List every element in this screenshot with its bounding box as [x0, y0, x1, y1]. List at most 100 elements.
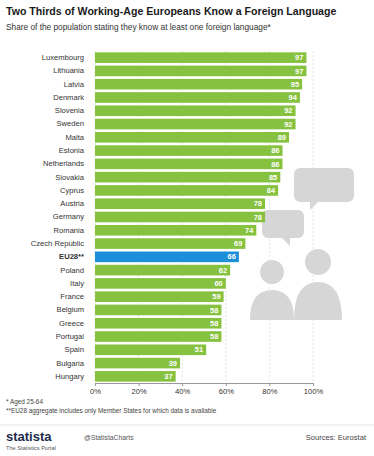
data-label: 86: [271, 146, 279, 155]
data-label: 58: [210, 332, 218, 341]
x-tick-label: 80%: [262, 387, 277, 396]
data-label: 74: [245, 226, 254, 235]
logo: statista: [6, 429, 52, 444]
y-tick: EU28**: [59, 252, 87, 261]
data-label: 37: [164, 372, 172, 381]
y-tick-label: Poland: [60, 266, 84, 275]
y-tick-label: Belgium: [57, 305, 84, 314]
y-tick-label: Denmark: [53, 93, 84, 102]
bar: [95, 225, 256, 236]
data-label: 84: [267, 186, 276, 195]
y-tick-label: Bulgaria: [56, 359, 85, 368]
y-tick: Greece: [59, 319, 87, 328]
x-tick-label: 60%: [219, 387, 234, 396]
bar: [95, 331, 221, 342]
chart-container: Two Thirds of Working-Age Europeans Know…: [0, 0, 374, 456]
bar: [95, 305, 221, 316]
data-labels: 9797959492928986868584787874696662605958…: [164, 53, 303, 381]
data-label: 39: [169, 359, 177, 368]
y-tick: Poland: [60, 266, 87, 275]
bars: [95, 52, 306, 381]
y-tick-label: Austria: [60, 199, 84, 208]
y-tick-label: Czech Republic: [31, 239, 84, 248]
x-tick-label: 40%: [175, 387, 190, 396]
grid-line: [313, 51, 314, 383]
y-tick-label: France: [60, 292, 84, 301]
y-tick: Spain: [65, 345, 87, 354]
x-tick: 60%: [219, 383, 234, 396]
x-tick: 80%: [262, 383, 277, 396]
y-tick-label: Latvia: [64, 80, 85, 89]
bar: [95, 105, 296, 116]
data-label: 62: [219, 266, 227, 275]
bar: [95, 252, 239, 263]
y-tick-label: Slovenia: [55, 106, 85, 115]
bar: [95, 278, 226, 289]
data-label: 60: [214, 279, 222, 288]
y-tick-label: Hungary: [55, 372, 84, 381]
y-tick: Germany: [53, 212, 87, 221]
twitter-handle: @StatistaCharts: [84, 434, 134, 441]
x-tick-label: 0%: [90, 387, 101, 396]
y-tick: Netherlands: [43, 159, 87, 168]
y-tick-label: Estonia: [59, 146, 85, 155]
x-axis: 0%20%40%60%80%100%: [90, 383, 323, 396]
x-tick-mark: [95, 383, 96, 386]
x-tick-mark: [139, 383, 140, 386]
y-tick: Bulgaria: [56, 359, 87, 368]
bar: [95, 358, 180, 369]
y-tick-label: Italy: [70, 279, 84, 288]
bar: [95, 371, 176, 382]
y-tick: France: [60, 292, 87, 301]
bar: [95, 291, 224, 302]
y-tick-label: Sweden: [57, 119, 84, 128]
y-tick-label: Lithuania: [53, 66, 85, 75]
x-axis-line: [96, 384, 314, 387]
bar: [95, 212, 265, 223]
y-tick: Luxembourg: [42, 53, 87, 62]
footnote: * Aged 25-64: [6, 398, 43, 406]
y-tick: Belgium: [57, 305, 87, 314]
background: [0, 0, 374, 456]
y-tick: Lithuania: [53, 66, 87, 75]
y-tick-label: Luxembourg: [42, 53, 84, 62]
y-tick: Latvia: [64, 80, 87, 89]
person-body: [294, 282, 342, 320]
bar: [95, 185, 278, 196]
subtitle: Share of the population stating they kno…: [6, 22, 272, 32]
y-tick-label: Portugal: [56, 332, 85, 341]
bar: [95, 265, 230, 276]
x-tick-mark: [226, 383, 227, 386]
data-label: 58: [210, 306, 218, 315]
x-tick: 40%: [175, 383, 190, 396]
data-label: 97: [295, 67, 303, 76]
source: Sources: Eurostat: [306, 433, 367, 442]
y-tick: Cyprus: [60, 186, 87, 195]
person-head: [260, 260, 284, 284]
y-tick: Denmark: [53, 93, 87, 102]
y-tick: Malta: [65, 133, 87, 142]
y-tick-label: Malta: [65, 133, 84, 142]
x-tick-label: 100%: [304, 387, 324, 396]
person-body: [250, 290, 294, 320]
y-tick: Italy: [70, 279, 87, 288]
bar: [95, 159, 282, 170]
data-label: 58: [210, 319, 218, 328]
grid: [95, 51, 313, 383]
y-tick-label: Romania: [54, 226, 85, 235]
data-label: 92: [284, 120, 292, 129]
bar: [95, 145, 282, 156]
data-label: 78: [254, 213, 262, 222]
x-tick-mark: [313, 383, 314, 386]
y-tick: Czech Republic: [31, 239, 87, 248]
y-tick-label: Slovakia: [55, 173, 84, 182]
speech-bubble: [294, 168, 354, 210]
y-tick: Romania: [54, 226, 87, 235]
data-label: 86: [271, 160, 279, 169]
data-label: 66: [228, 252, 236, 261]
bar: [95, 79, 302, 90]
separator: [0, 425, 374, 426]
y-tick-label: Cyprus: [60, 186, 84, 195]
x-tick-mark: [269, 383, 270, 386]
y-tick: Portugal: [56, 332, 87, 341]
